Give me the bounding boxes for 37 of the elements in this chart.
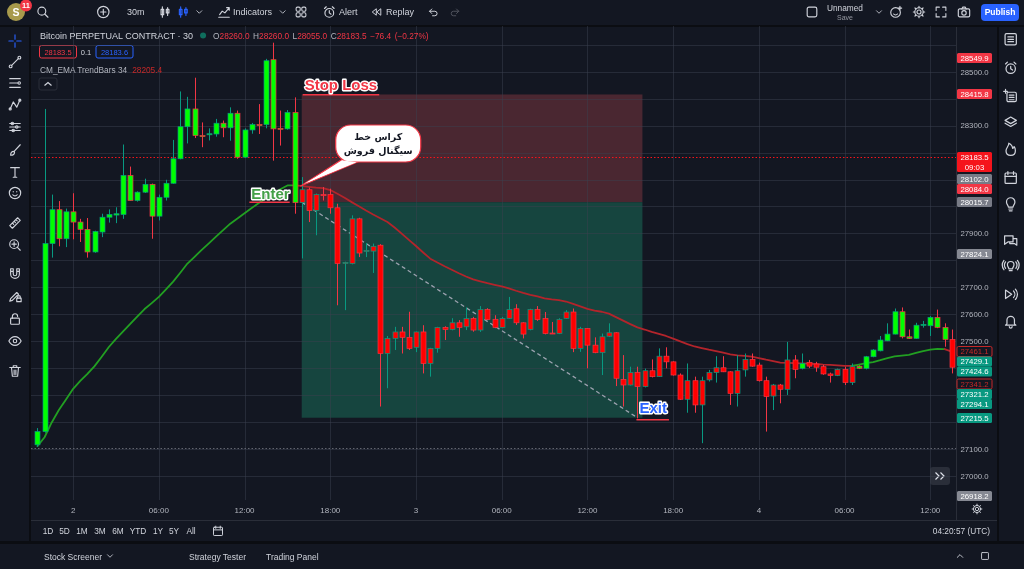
text: Alert <box>339 7 358 18</box>
annotation: CM_EMA TrendBars 34 <box>40 64 128 75</box>
x-tick-label: 3 <box>413 505 419 515</box>
text: Trading Panel <box>266 551 319 562</box>
text: Stock Screener <box>44 551 103 562</box>
text: Unnamed <box>827 3 864 13</box>
text: 1D <box>42 526 54 536</box>
x-tick-label: 2 <box>70 505 76 515</box>
text: 30m <box>126 7 145 18</box>
text: 1Y <box>152 526 164 536</box>
text: S <box>12 5 20 18</box>
text: All <box>186 526 196 536</box>
text: 6M <box>112 526 124 536</box>
annotation: 28183.5 <box>336 30 368 41</box>
text: Strategy Tester <box>189 551 247 562</box>
annotation: Exit <box>639 399 667 417</box>
x-tick-label: 12:00 <box>234 505 256 515</box>
annotation: Stop Loss <box>304 76 378 94</box>
x-tick-label: 06:00 <box>148 505 170 515</box>
chart-title: Bitcoin PERPETUAL CONTRACT · 30 <box>40 30 194 41</box>
text: YTD <box>129 526 147 536</box>
x-tick-label: 4 <box>756 505 762 515</box>
text: 5Y <box>168 526 180 536</box>
x-tick-label: 06:00 <box>491 505 513 515</box>
text: Indicators <box>233 7 273 18</box>
text: 1M <box>76 526 88 536</box>
x-tick-label: 18:00 <box>663 505 684 515</box>
text: Replay <box>386 7 415 18</box>
text: 04:20:57 (UTC) <box>932 526 991 536</box>
text: 3M <box>94 526 106 536</box>
text: 5D <box>59 526 70 536</box>
annotation: 28205.4 <box>132 64 163 75</box>
x-tick-label: 06:00 <box>834 505 856 515</box>
x-tick-label: 18:00 <box>320 505 341 515</box>
x-tick-label: 12:00 <box>920 505 941 515</box>
annotation: کراس خط سیگنال فروش <box>343 130 413 157</box>
x-tick-label: 12:00 <box>577 505 598 515</box>
